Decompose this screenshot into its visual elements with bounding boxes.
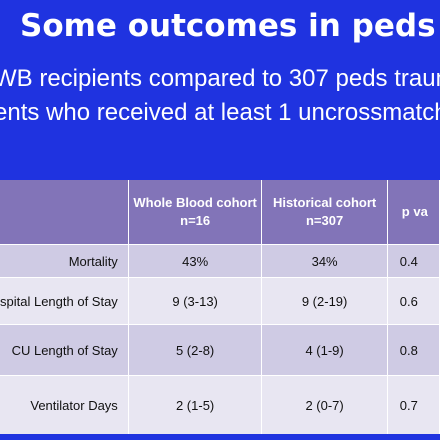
header-cell-historical: Historical cohort n=307 <box>261 180 388 245</box>
header-cell-whole-blood: Whole Blood cohort n=16 <box>128 180 263 245</box>
subtitle-line-1: WB recipients compared to 307 peds traum… <box>0 65 440 92</box>
slide-title: Some outcomes in peds trauma <box>20 8 440 44</box>
cell-whole-blood: 43% <box>128 244 263 278</box>
header-historical-line-2: n=307 <box>305 213 344 228</box>
cell-p-value: 0.6 <box>387 277 440 325</box>
cell-p-value: 0.8 <box>387 324 440 376</box>
cell-whole-blood: 5 (2-8) <box>128 324 263 376</box>
header-cell-outcome <box>0 180 129 245</box>
slide-subtitle: WB recipients compared to 307 peds traum… <box>0 62 440 130</box>
header-historical-line-1: Historical cohort <box>272 195 377 210</box>
cell-historical: 9 (2-19) <box>261 277 388 325</box>
header-whole-blood-line-2: n=16 <box>180 213 211 228</box>
subtitle-line-2: ents who received at least 1 uncrossmatc… <box>0 99 440 126</box>
cell-p-value: 0.4 <box>387 244 440 278</box>
cell-whole-blood: 2 (1-5) <box>128 375 263 434</box>
outcomes-table: Whole Blood cohort n=16 Historical cohor… <box>0 180 440 434</box>
cell-historical: 4 (1-9) <box>261 324 388 376</box>
row-label: Mortality <box>0 244 129 278</box>
row-label: spital Length of Stay <box>0 277 129 325</box>
cell-historical: 2 (0-7) <box>261 375 388 434</box>
table-row: Ventilator Days 2 (1-5) 2 (0-7) 0.7 <box>0 375 440 434</box>
table-row: CU Length of Stay 5 (2-8) 4 (1-9) 0.8 <box>0 324 440 376</box>
cell-whole-blood: 9 (3-13) <box>128 277 263 325</box>
table-row: Mortality 43% 34% 0.4 <box>0 244 440 278</box>
header-cell-p-value: p va <box>387 180 440 245</box>
table-header-row: Whole Blood cohort n=16 Historical cohor… <box>0 180 440 245</box>
table-row: spital Length of Stay 9 (3-13) 9 (2-19) … <box>0 277 440 325</box>
row-label: Ventilator Days <box>0 375 129 434</box>
cell-historical: 34% <box>261 244 388 278</box>
cell-p-value: 0.7 <box>387 375 440 434</box>
row-label: CU Length of Stay <box>0 324 129 376</box>
header-whole-blood-line-1: Whole Blood cohort <box>133 195 257 210</box>
